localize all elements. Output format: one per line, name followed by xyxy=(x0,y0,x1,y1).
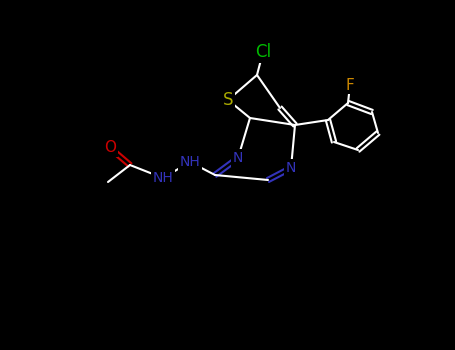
Text: N: N xyxy=(286,161,296,175)
Text: S: S xyxy=(223,91,233,109)
Text: F: F xyxy=(346,77,354,92)
Text: N: N xyxy=(233,151,243,165)
Text: Cl: Cl xyxy=(255,43,271,61)
Text: NH: NH xyxy=(152,171,173,185)
Text: O: O xyxy=(104,140,116,155)
Text: NH: NH xyxy=(180,155,200,169)
